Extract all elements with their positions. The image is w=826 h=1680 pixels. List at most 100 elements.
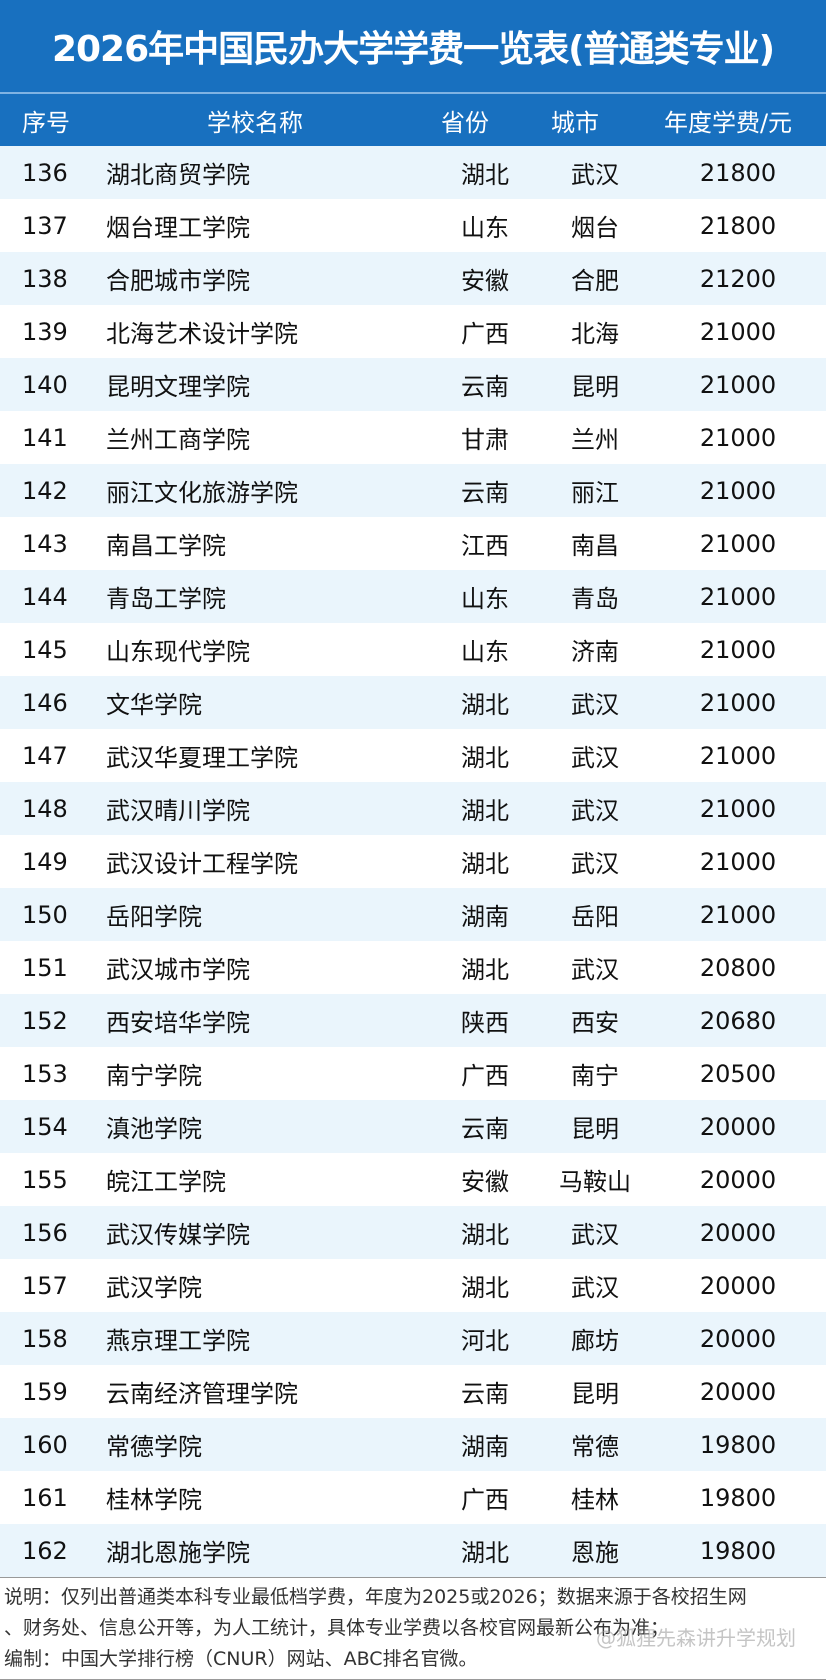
row-index: 138 [22,264,68,293]
table-row: 141 兰州工商学院 甘肃 兰州 21000 [0,411,826,464]
annual-fee: 21000 [699,423,777,452]
city: 兰州 [571,426,619,454]
row-index: 159 [22,1377,68,1406]
footnote-line: 、财务处、信息公开等，为人工统计，具体专业学费以各校官网最新公布为准； [4,1617,670,1639]
school-name: 青岛工学院 [106,585,226,613]
city: 武汉 [571,691,619,719]
annual-fee: 20680 [699,1006,777,1035]
annual-fee: 21000 [699,847,777,876]
annual-fee: 21000 [699,900,777,929]
table-row: 136 湖北商贸学院 湖北 武汉 21800 [0,146,826,199]
school-name: 桂林学院 [106,1486,202,1514]
school-name: 武汉传媒学院 [106,1221,250,1249]
table-row: 150 岳阳学院 湖南 岳阳 21000 [0,888,826,941]
table-row: 140 昆明文理学院 云南 昆明 21000 [0,358,826,411]
table-row: 142 丽江文化旅游学院 云南 丽江 21000 [0,464,826,517]
table-row: 149 武汉设计工程学院 湖北 武汉 21000 [0,835,826,888]
province: 江西 [461,532,509,560]
province: 湖北 [461,744,509,772]
province: 湖北 [461,1274,509,1302]
annual-fee: 21000 [699,317,777,346]
footnote: 说明：仅列出普通类本科专业最低档学费，年度为2025或2026；数据来源于各校招… [0,1577,826,1680]
row-index: 142 [22,476,68,505]
province: 安徽 [461,267,509,295]
annual-fee: 19800 [699,1483,777,1512]
annual-fee: 20000 [699,1112,777,1141]
city: 常德 [571,1433,619,1461]
school-name: 山东现代学院 [106,638,250,666]
row-index: 162 [22,1536,68,1565]
city: 武汉 [571,956,619,984]
province: 河北 [461,1327,509,1355]
table-row: 157 武汉学院 湖北 武汉 20000 [0,1259,826,1312]
city: 昆明 [571,1380,619,1408]
row-index: 146 [22,688,68,717]
watermark: @狐狸先森讲升学规划 [596,1626,796,1650]
province: 广西 [461,320,509,348]
school-name: 武汉学院 [106,1274,202,1302]
table-row: 162 湖北恩施学院 湖北 恩施 19800 [0,1524,826,1577]
table-row: 137 烟台理工学院 山东 烟台 21800 [0,199,826,252]
province: 湖北 [461,161,509,189]
table-row: 151 武汉城市学院 湖北 武汉 20800 [0,941,826,994]
table-header: 序号 学校名称 省份 城市 年度学费/元 [0,92,826,146]
row-index: 150 [22,900,68,929]
school-name: 燕京理工学院 [106,1327,250,1355]
footnote-line: 编制：中国大学排行榜（CNUR）网站、ABC排名官微。 [4,1648,478,1670]
annual-fee: 20500 [699,1059,777,1088]
row-index: 145 [22,635,68,664]
row-index: 139 [22,317,68,346]
city: 北海 [571,320,619,348]
province: 云南 [461,373,509,401]
province: 湖北 [461,691,509,719]
school-name: 湖北恩施学院 [106,1539,250,1567]
table-row: 138 合肥城市学院 安徽 合肥 21200 [0,252,826,305]
province: 广西 [461,1486,509,1514]
school-name: 湖北商贸学院 [106,161,250,189]
table-body: 136 湖北商贸学院 湖北 武汉 21800 137 烟台理工学院 山东 烟台 21800 138 合… [0,146,826,1577]
school-name: 滇池学院 [106,1115,202,1143]
city: 南昌 [571,532,619,560]
table-row: 156 武汉传媒学院 湖北 武汉 20000 [0,1206,826,1259]
row-index: 158 [22,1324,68,1353]
annual-fee: 21200 [699,264,777,293]
annual-fee: 20000 [699,1218,777,1247]
school-name: 武汉城市学院 [106,956,250,984]
school-name: 皖江工学院 [106,1168,226,1196]
city: 廊坊 [571,1327,619,1355]
annual-fee: 21800 [699,158,777,187]
province: 湖南 [461,1433,509,1461]
school-name: 丽江文化旅游学院 [106,479,298,507]
header-fee: 年度学费/元 [663,108,793,137]
annual-fee: 21000 [699,529,777,558]
row-index: 152 [22,1006,68,1035]
school-name: 昆明文理学院 [106,373,250,401]
annual-fee: 19800 [699,1430,777,1459]
province: 云南 [461,1115,509,1143]
row-index: 151 [22,953,68,982]
school-name: 烟台理工学院 [106,214,250,242]
province: 广西 [461,1062,509,1090]
city: 恩施 [571,1539,619,1567]
table-row: 146 文华学院 湖北 武汉 21000 [0,676,826,729]
school-name: 合肥城市学院 [106,267,250,295]
annual-fee: 20000 [699,1324,777,1353]
city: 武汉 [571,161,619,189]
city: 昆明 [571,373,619,401]
province: 湖北 [461,850,509,878]
annual-fee: 21000 [699,370,777,399]
table-row: 144 青岛工学院 山东 青岛 21000 [0,570,826,623]
table-row: 148 武汉晴川学院 湖北 武汉 21000 [0,782,826,835]
row-index: 155 [22,1165,68,1194]
annual-fee: 21000 [699,688,777,717]
school-name: 文华学院 [106,691,202,719]
row-index: 141 [22,423,68,452]
school-name: 北海艺术设计学院 [106,320,298,348]
city: 济南 [571,638,619,666]
city: 南宁 [571,1062,619,1090]
row-index: 140 [22,370,68,399]
annual-fee: 20000 [699,1271,777,1300]
annual-fee: 20800 [699,953,777,982]
city: 武汉 [571,1274,619,1302]
table-row: 158 燕京理工学院 河北 廊坊 20000 [0,1312,826,1365]
